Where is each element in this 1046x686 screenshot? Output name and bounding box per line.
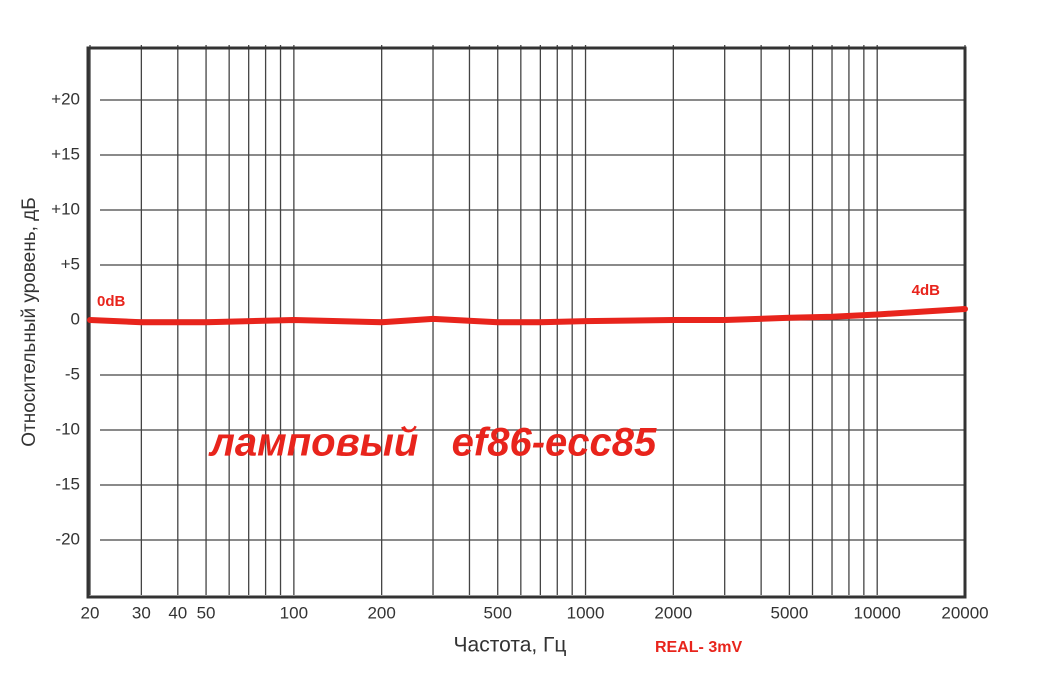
x-tick-label: 2000: [654, 603, 692, 622]
annotation: REAL- 3mV: [655, 639, 742, 656]
annotation: 4dB: [912, 282, 941, 299]
series-line: [87, 306, 968, 326]
y-tick-label: -5: [65, 364, 80, 383]
x-tick-label: 100: [280, 603, 308, 622]
x-tick-label: 20000: [941, 603, 988, 622]
annotation: 0dB: [97, 293, 126, 310]
x-tick-label: 200: [367, 603, 395, 622]
y-tick-label: -15: [55, 474, 80, 493]
y-axis-label: Относительный уровень, дБ: [19, 197, 40, 446]
x-tick-label: 40: [168, 603, 187, 622]
annotation: ламповый ef86-ecc85: [208, 421, 657, 465]
y-tick-label: 0: [71, 309, 80, 328]
x-axis-label: Частота, Гц: [454, 634, 567, 657]
x-tick-label: 500: [484, 603, 512, 622]
y-tick-label: +10: [51, 199, 80, 218]
x-tick-label: 1000: [567, 603, 605, 622]
x-tick-label: 5000: [770, 603, 808, 622]
x-tick-label: 10000: [854, 603, 901, 622]
y-tick-label: +20: [51, 89, 80, 108]
x-tick-label: 20: [81, 603, 100, 622]
y-tick-label: +15: [51, 144, 80, 163]
y-tick-label: -20: [55, 529, 80, 548]
y-tick-label: +5: [61, 254, 80, 273]
x-tick-label: 50: [197, 603, 216, 622]
x-tick-label: 30: [132, 603, 151, 622]
plot-frame: [86, 46, 967, 599]
y-tick-label: -10: [55, 419, 80, 438]
